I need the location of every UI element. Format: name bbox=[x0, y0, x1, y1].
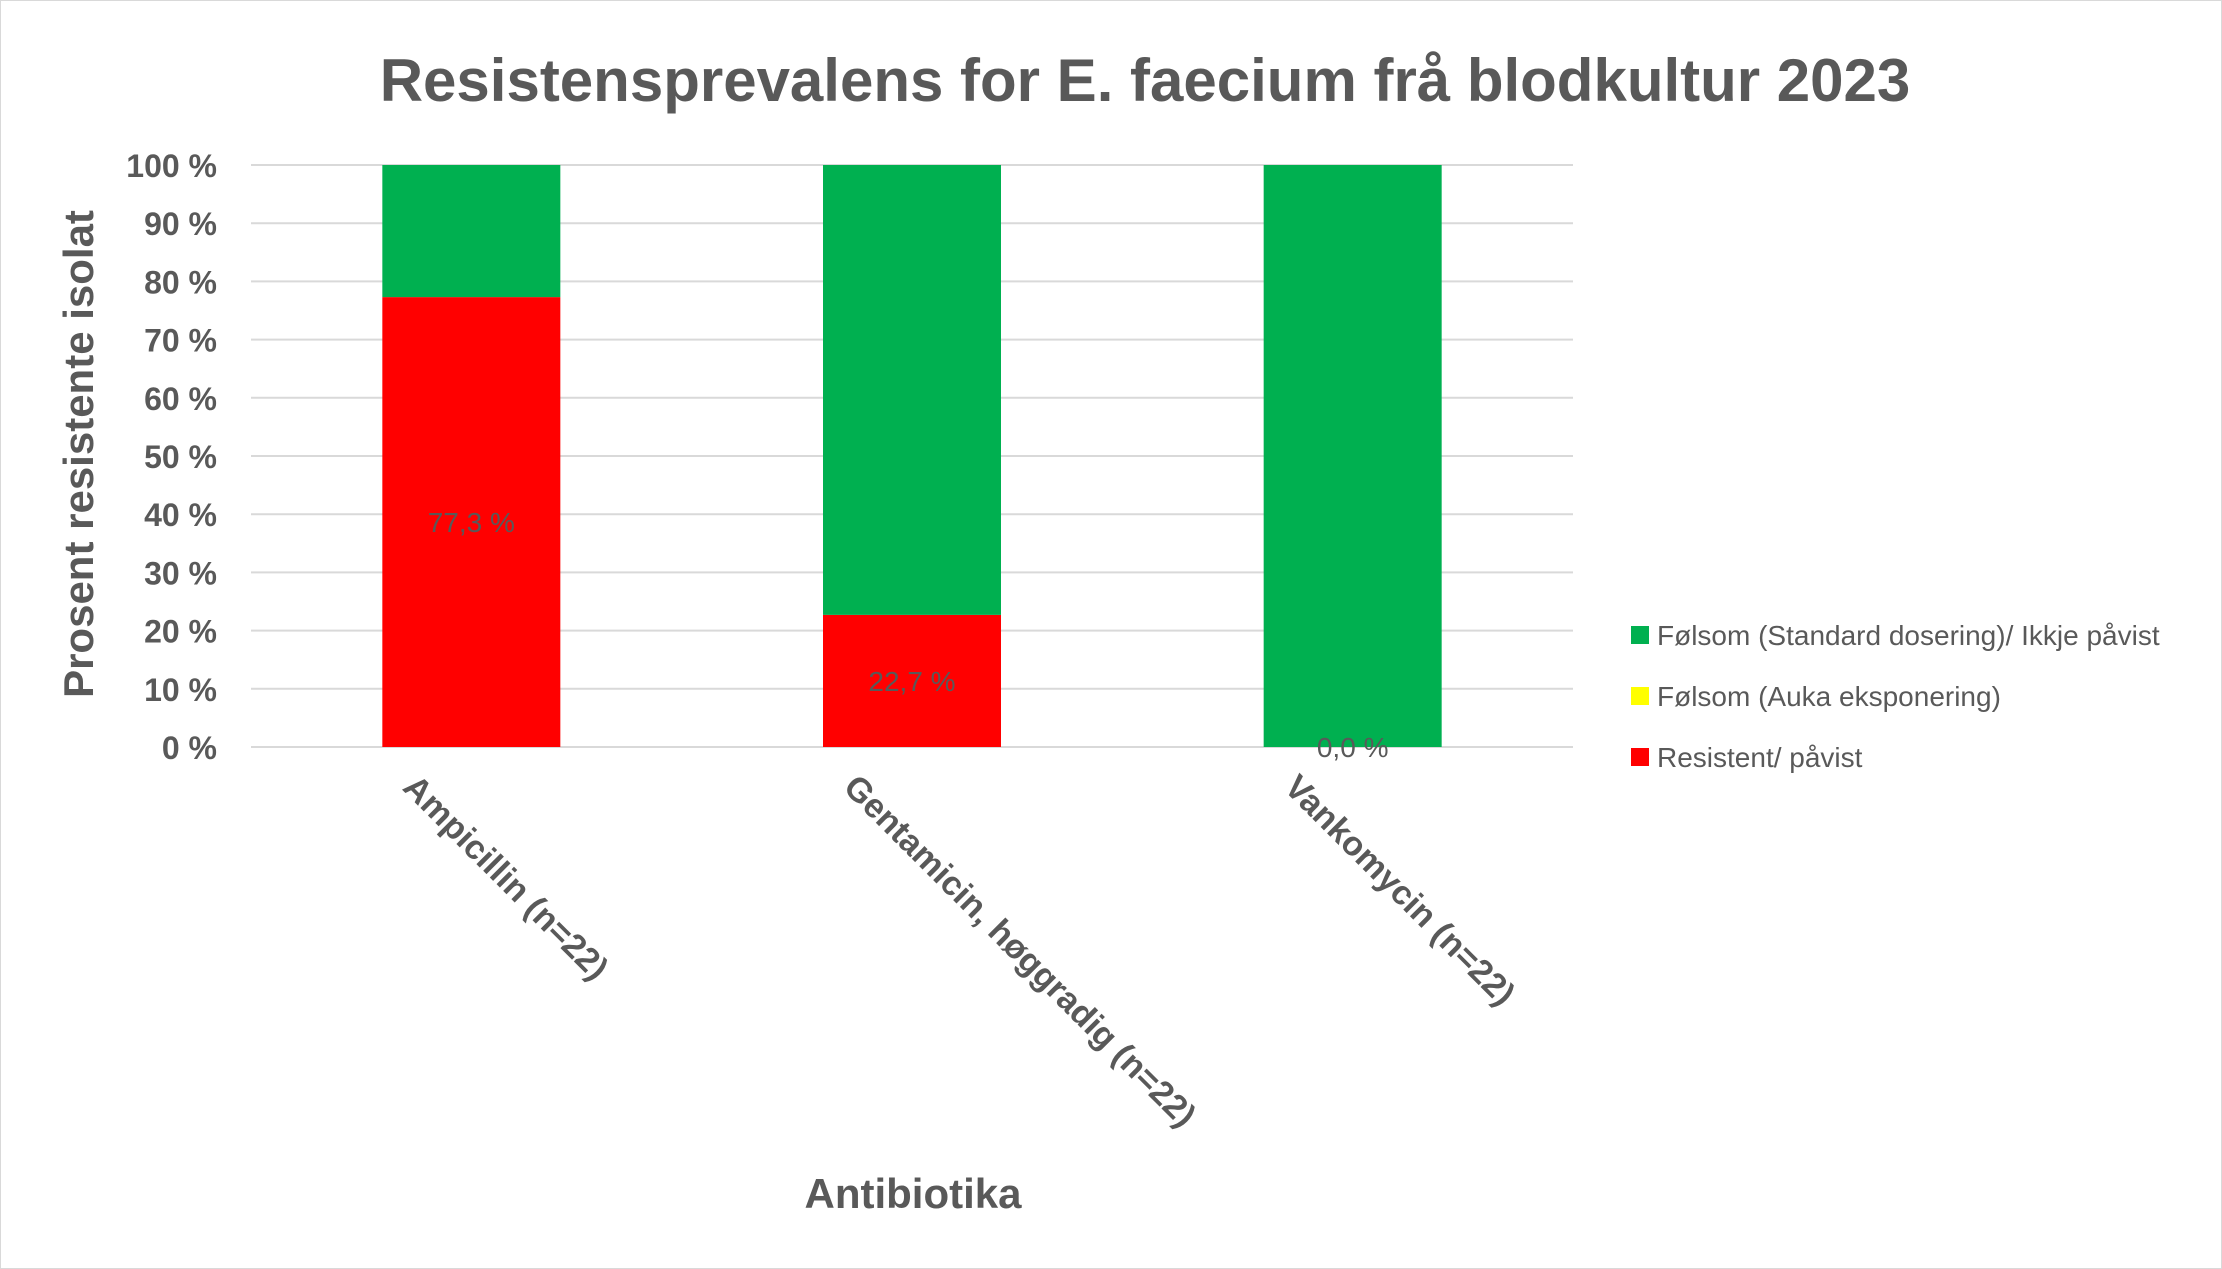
data-label: 0,0 % bbox=[1317, 732, 1389, 763]
y-tick-label: 10 % bbox=[144, 672, 217, 708]
y-tick-label: 50 % bbox=[144, 439, 217, 475]
y-axis-ticks: 0 % 10 % 20 % 30 % 40 % 50 % 60 % 70 % 80 % 90 % 1… bbox=[126, 148, 217, 766]
bar-segment bbox=[1263, 165, 1442, 747]
legend-label: Følsom (Standard dosering)/ Ikkje påvist bbox=[1657, 620, 2160, 651]
y-tick-label: 60 % bbox=[144, 381, 217, 417]
y-axis-title: Prosent resistente isolat bbox=[55, 210, 102, 698]
x-axis-title: Antibiotika bbox=[805, 1170, 1023, 1217]
bar-segment bbox=[823, 165, 1001, 615]
data-labels: 77,3 % 22,7 % 0,0 % bbox=[428, 507, 1389, 763]
legend-swatch bbox=[1631, 626, 1649, 644]
y-tick-label: 20 % bbox=[144, 614, 217, 650]
x-tick-label: Ampicillin (n=22) bbox=[396, 768, 616, 988]
x-tick-label: Gentamicin, høggradig (n=22) bbox=[836, 768, 1203, 1135]
y-tick-label: 80 % bbox=[144, 264, 217, 300]
bar-segment bbox=[382, 297, 561, 747]
y-tick-label: 70 % bbox=[144, 323, 217, 359]
y-tick-label: 90 % bbox=[144, 206, 217, 242]
y-tick-label: 0 % bbox=[162, 730, 217, 766]
x-axis-ticks: Ampicillin (n=22) Gentamicin, høggradig (… bbox=[396, 768, 1523, 1135]
y-tick-label: 30 % bbox=[144, 555, 217, 591]
chart-title: Resistensprevalens for E. faecium frå bl… bbox=[380, 47, 1911, 114]
legend-label: Følsom (Auka eksponering) bbox=[1657, 681, 2001, 712]
bars bbox=[382, 165, 1442, 747]
legend-swatch bbox=[1631, 687, 1649, 705]
bar-segment bbox=[823, 614, 1001, 747]
bar-segment bbox=[382, 165, 561, 298]
x-tick-label: Vankomycin (n=22) bbox=[1277, 768, 1522, 1013]
data-label: 22,7 % bbox=[868, 666, 955, 697]
legend-swatch bbox=[1631, 748, 1649, 766]
legend-label: Resistent/ påvist bbox=[1657, 742, 1863, 773]
data-label: 77,3 % bbox=[428, 507, 515, 538]
y-tick-label: 40 % bbox=[144, 497, 217, 533]
y-tick-label: 100 % bbox=[126, 148, 217, 184]
legend: Følsom (Standard dosering)/ Ikkje påvist… bbox=[1631, 620, 2160, 773]
